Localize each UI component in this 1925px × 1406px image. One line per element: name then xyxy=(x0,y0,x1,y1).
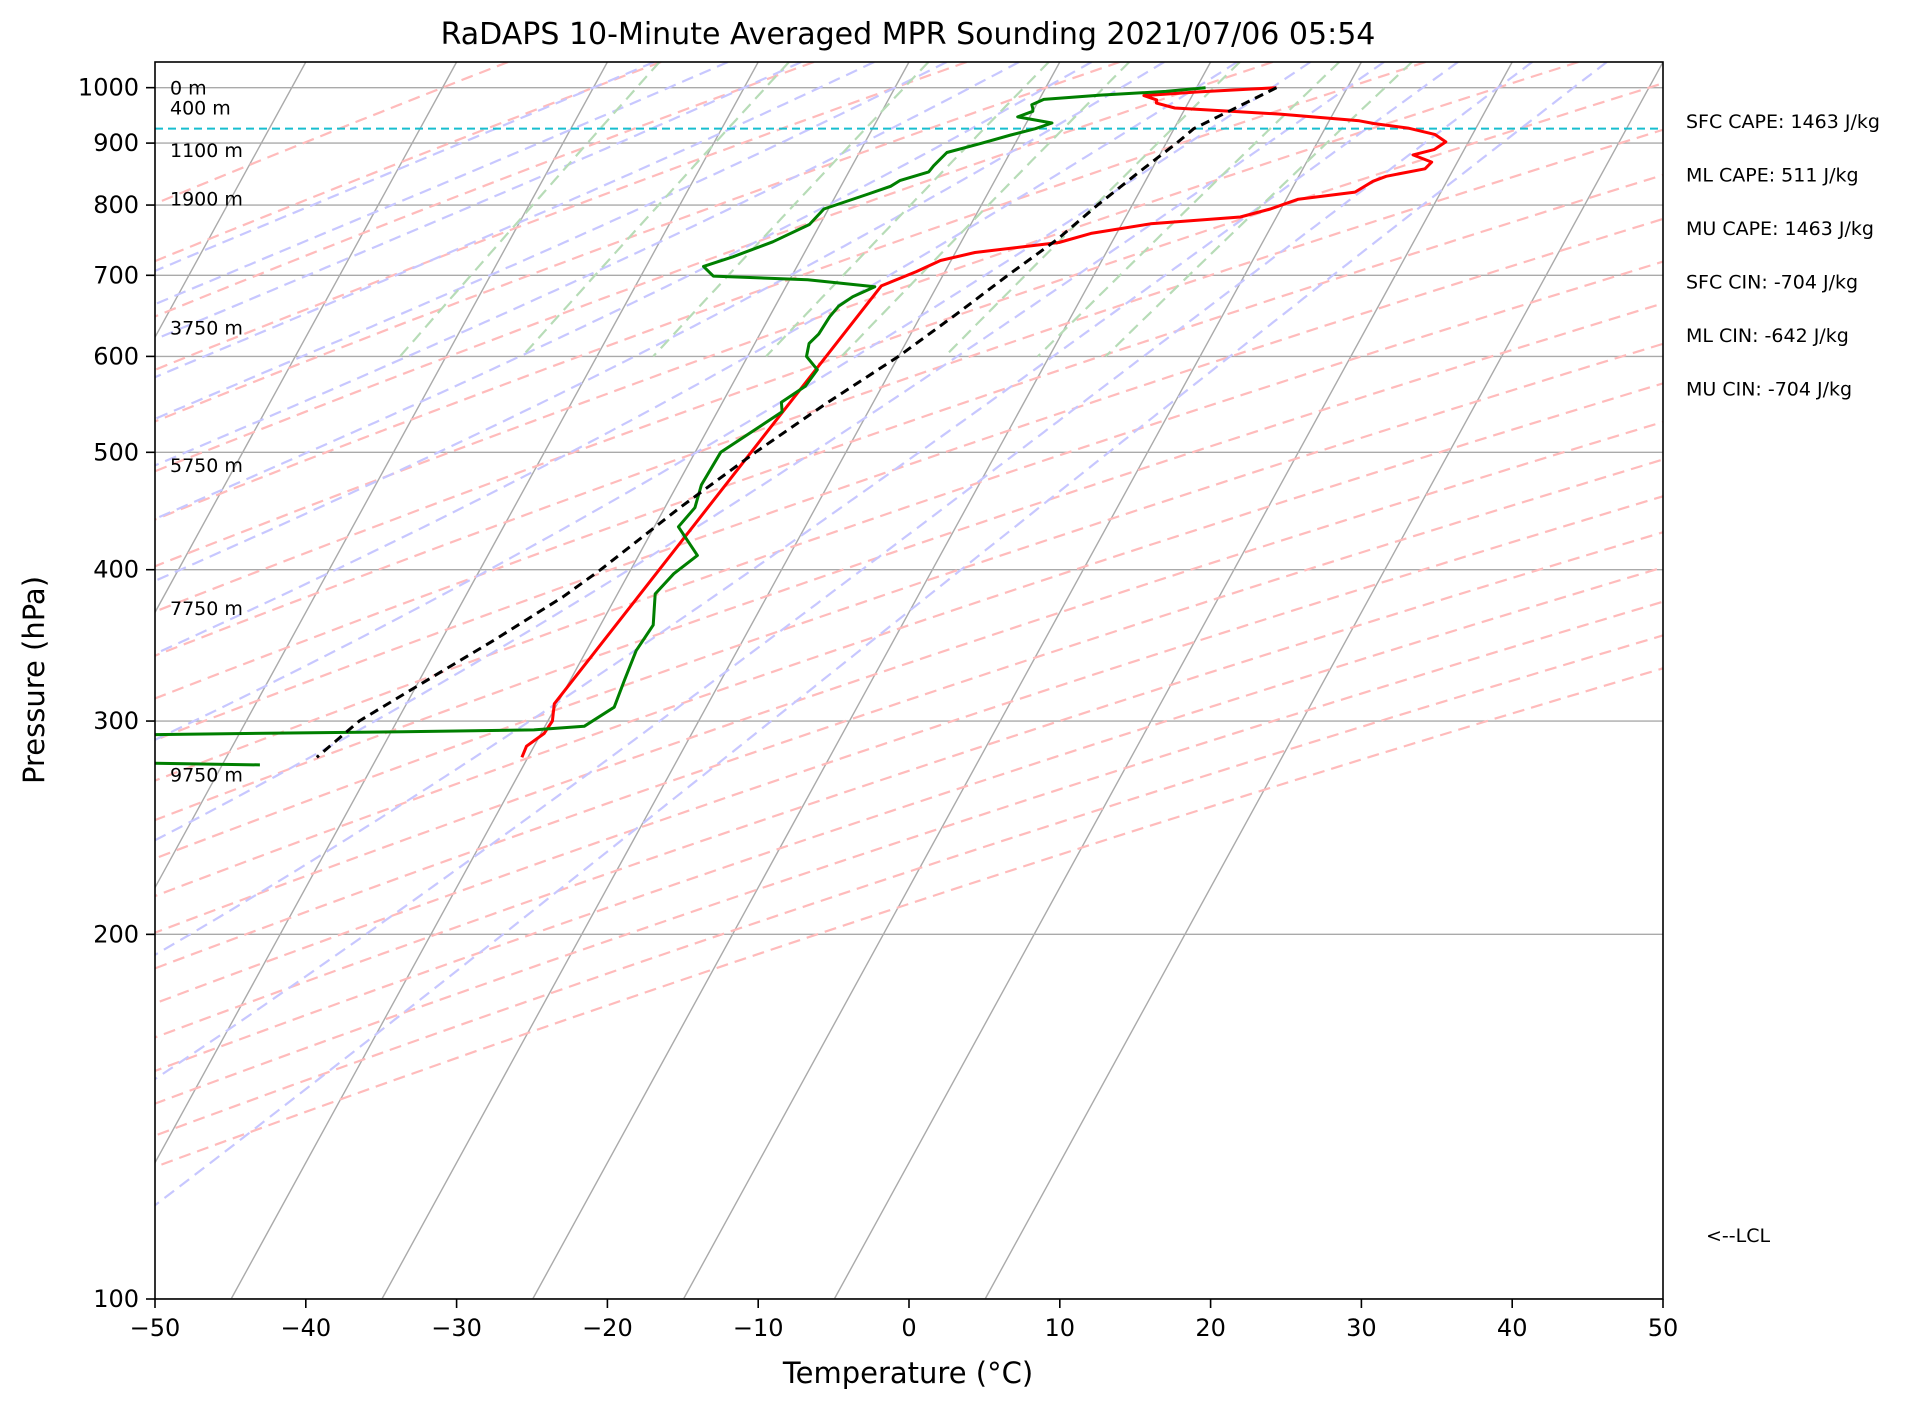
temperature-line xyxy=(520,86,1448,758)
mixing-ratio-10 xyxy=(840,62,1131,358)
y-tick-label: 300 xyxy=(93,707,139,735)
dry-adiabat-0 xyxy=(155,62,968,372)
height-label: 1900 m xyxy=(170,189,243,211)
isotherm-50 xyxy=(984,62,1663,1299)
y-tick-label: 800 xyxy=(93,191,139,219)
moist-adiabat--15 xyxy=(155,62,729,306)
data-layer xyxy=(155,86,1663,767)
cape-cin-annotation: SFC CIN: -704 J/kg xyxy=(1686,272,1858,294)
isotherm-40 xyxy=(833,62,1513,1299)
cape-cin-annotation: ML CAPE: 511 J/kg xyxy=(1686,165,1859,187)
lcl-label: <--LCL xyxy=(1706,1225,1770,1247)
isotherm-0 xyxy=(230,62,910,1299)
dry-adiabat-30 xyxy=(155,62,1426,521)
moist-adiabat-25 xyxy=(155,62,1312,742)
x-tick-label: −50 xyxy=(130,1314,181,1342)
cape-cin-annotation: ML CIN: -642 J/kg xyxy=(1686,325,1849,347)
dry-adiabat-150 xyxy=(155,495,1663,1005)
mixing-ratio-24 xyxy=(1037,62,1341,358)
x-axis-label: Temperature (°C) xyxy=(782,1356,1033,1390)
moist-adiabat-45 xyxy=(155,62,1608,1207)
moist-adiabat-20 xyxy=(155,62,1238,656)
x-tick-label: 50 xyxy=(1648,1314,1679,1342)
moist-adiabat-10 xyxy=(155,62,1093,521)
height-label: 7750 m xyxy=(170,598,243,620)
dry-adiabat-70 xyxy=(155,173,1663,700)
y-tick-label: 400 xyxy=(93,556,139,584)
height-label: 1100 m xyxy=(170,140,243,162)
dry-adiabat-170 xyxy=(155,566,1663,1073)
x-axis: −50 −40 −30 −20 −10 0 10 20 30 40 50 xyxy=(130,1299,1679,1342)
mixing-ratio-1 xyxy=(399,62,661,358)
x-tick-label: 40 xyxy=(1497,1314,1528,1342)
y-axis-label: Pressure (hPa) xyxy=(17,576,51,784)
dewpoint-line xyxy=(155,86,1206,767)
cape-cin-annotation: MU CIN: -704 J/kg xyxy=(1686,379,1852,401)
dry-adiabat-130 xyxy=(155,420,1663,934)
x-tick-label: −30 xyxy=(431,1314,482,1342)
y-tick-label: 500 xyxy=(93,438,139,466)
x-tick-label: −40 xyxy=(280,1314,331,1342)
mixing-ratio-2 xyxy=(521,62,790,358)
moist-adiabat-0 xyxy=(155,62,948,421)
y-tick-label: 900 xyxy=(93,129,139,157)
cape-cin-annotation: MU CAPE: 1463 J/kg xyxy=(1686,218,1874,240)
dry-adiabat-50 xyxy=(155,82,1663,613)
chart-title: RaDAPS 10-Minute Averaged MPR Sounding 2… xyxy=(441,17,1376,52)
x-tick-label: 10 xyxy=(1045,1314,1076,1342)
height-label: 3750 m xyxy=(170,317,243,339)
dry-adiabat--30 xyxy=(155,62,509,205)
height-label: 5750 m xyxy=(170,455,243,477)
grid-layer xyxy=(155,62,1663,1299)
dry-adiabat--20 xyxy=(155,62,662,263)
y-axis: 1000 900 800 700 600 500 400 300 200 100 xyxy=(78,74,155,1313)
isotherm--30 xyxy=(155,62,458,614)
y-tick-label: 100 xyxy=(93,1285,139,1313)
dry-adiabat-10 xyxy=(155,62,1121,423)
moist-adiabat--10 xyxy=(155,62,802,341)
cape-cin-annotation: SFC CAPE: 1463 J/kg xyxy=(1686,111,1880,133)
mixing-ratio-7 xyxy=(765,62,1050,358)
y-tick-label: 200 xyxy=(93,920,139,948)
x-tick-label: 0 xyxy=(901,1314,916,1342)
moist-adiabat-30 xyxy=(155,62,1385,842)
y-tick-label: 700 xyxy=(93,261,139,289)
dry-adiabat-110 xyxy=(155,342,1663,860)
height-label: 0 m xyxy=(170,78,207,100)
parcel-line xyxy=(315,86,1278,759)
moist-adiabat-40 xyxy=(155,62,1533,1081)
dry-adiabat-60 xyxy=(155,128,1663,657)
cape-cin-annotations: SFC CAPE: 1463 J/kg ML CAPE: 511 J/kg MU C… xyxy=(1686,111,1880,401)
isotherm-30 xyxy=(682,62,1363,1299)
dry-adiabat-20 xyxy=(155,62,1274,473)
isotherm-10 xyxy=(381,62,1061,1299)
moist-adiabat-35 xyxy=(155,62,1459,957)
dry-adiabat-80 xyxy=(155,217,1663,742)
y-tick-label: 600 xyxy=(93,342,139,370)
isotherm--40 xyxy=(155,62,307,339)
mixing-ratio-16 xyxy=(944,62,1241,358)
mixing-ratio-4 xyxy=(652,62,930,358)
isotherm--20 xyxy=(155,62,609,890)
x-tick-label: −20 xyxy=(582,1314,633,1342)
moist-adiabat-15 xyxy=(155,62,1165,583)
x-tick-label: 20 xyxy=(1195,1314,1226,1342)
x-tick-label: 30 xyxy=(1346,1314,1377,1342)
height-label: 400 m xyxy=(170,98,231,120)
dry-adiabat-100 xyxy=(155,302,1663,822)
height-label: 9750 m xyxy=(170,765,243,787)
dry-adiabat-190 xyxy=(155,634,1663,1137)
dry-adiabat-200 xyxy=(155,667,1663,1169)
y-tick-label: 1000 xyxy=(78,74,139,102)
x-tick-label: −10 xyxy=(733,1314,784,1342)
